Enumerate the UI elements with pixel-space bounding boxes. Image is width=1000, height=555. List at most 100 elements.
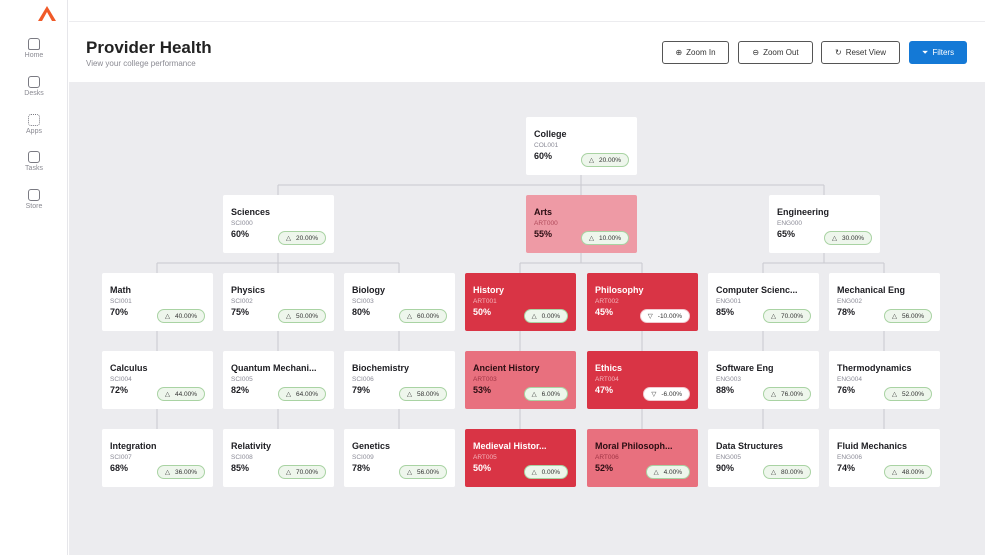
desk-icon	[28, 76, 40, 88]
node-code: ART006	[595, 454, 619, 461]
change-badge: △ 48.00%	[883, 465, 932, 479]
org-node-card[interactable]: Quantum Mechani... SCI005 82% △ 64.00%	[223, 351, 334, 409]
triangle-up-icon: △	[406, 469, 412, 476]
change-value: -10.00%	[657, 312, 682, 320]
node-name: Biology	[352, 285, 385, 295]
node-percent: 78%	[352, 463, 371, 473]
change-badge: △ 4.00%	[645, 465, 690, 479]
change-badge: △ 64.00%	[277, 387, 326, 401]
node-name: Medieval Histor...	[473, 441, 547, 451]
sidebar-item-label: Apps	[26, 128, 42, 135]
tasks-icon	[28, 151, 40, 163]
org-node-card[interactable]: Math SCI001 70% △ 40.00%	[102, 273, 213, 331]
node-percent: 47%	[595, 385, 614, 395]
triangle-up-icon: △	[285, 469, 291, 476]
node-code: ART002	[595, 298, 619, 305]
zoom-in-button[interactable]: ⊕ Zoom In	[662, 41, 729, 64]
org-node-card[interactable]: Computer Scienc... ENG001 85% △ 70.00%	[708, 273, 819, 331]
node-name: Engineering	[777, 207, 830, 217]
change-badge: △ 58.00%	[398, 387, 447, 401]
node-name: Ethics	[595, 363, 623, 373]
page-title: Provider Health	[86, 38, 212, 57]
node-percent: 80%	[352, 307, 371, 317]
org-node-card[interactable]: Ethics ART004 47% ▽ -6.00%	[587, 351, 698, 409]
node-code: ENG001	[716, 298, 741, 305]
node-percent: 68%	[110, 463, 129, 473]
node-code: ART001	[473, 298, 497, 305]
sidebar-item-store[interactable]: Store	[0, 189, 68, 210]
node-name: Fluid Mechanics	[837, 441, 908, 451]
org-node-card[interactable]: Mechanical Eng ENG002 78% △ 56.00%	[829, 273, 940, 331]
node-code: SCI006	[352, 376, 374, 383]
triangle-up-icon: △	[653, 469, 659, 476]
node-name: Computer Scienc...	[716, 285, 798, 295]
org-node-card[interactable]: Philosophy ART002 45% ▽ -10.00%	[587, 273, 698, 331]
node-code: SCI004	[110, 376, 132, 383]
sidebar-item-label: Tasks	[25, 165, 43, 172]
org-node-card[interactable]: Arts ART000 55% △ 10.00%	[526, 195, 637, 253]
zoom-out-button[interactable]: ⊖ Zoom Out	[738, 41, 813, 64]
node-code: SCI007	[110, 454, 132, 461]
org-node-card[interactable]: Sciences SCI000 60% △ 20.00%	[223, 195, 334, 253]
org-node-card[interactable]: Thermodynamics ENG004 76% △ 52.00%	[829, 351, 940, 409]
triangle-up-icon: △	[285, 313, 291, 320]
org-node-card[interactable]: Biology SCI003 80% △ 60.00%	[344, 273, 455, 331]
org-node-card[interactable]: College COL001 60% △ 20.00%	[526, 117, 637, 175]
org-node-card[interactable]: Integration SCI007 68% △ 36.00%	[102, 429, 213, 487]
triangle-up-icon: △	[285, 235, 291, 242]
sidebar-item-apps[interactable]: Apps	[0, 114, 68, 135]
org-node-card[interactable]: Calculus SCI004 72% △ 44.00%	[102, 351, 213, 409]
change-badge: △ 40.00%	[156, 309, 205, 323]
org-node-card[interactable]: Genetics SCI009 78% △ 56.00%	[344, 429, 455, 487]
org-node-card[interactable]: Moral Philosoph... ART006 52% △ 4.00%	[587, 429, 698, 487]
change-value: 0.00%	[541, 468, 560, 476]
change-badge: △ 36.00%	[156, 465, 205, 479]
node-percent: 85%	[716, 307, 735, 317]
reset-view-button[interactable]: ↻ Reset View	[821, 41, 900, 64]
node-code: SCI005	[231, 376, 253, 383]
zoom-out-label: Zoom Out	[763, 48, 799, 57]
node-name: Physics	[231, 285, 266, 295]
org-node-card[interactable]: Physics SCI002 75% △ 50.00%	[223, 273, 334, 331]
page-subtitle: View your college performance	[86, 59, 196, 68]
org-node-card[interactable]: Biochemistry SCI006 79% △ 58.00%	[344, 351, 455, 409]
filters-button[interactable]: ⏷ Filters	[909, 41, 967, 64]
node-code: ART000	[534, 220, 558, 227]
node-name: Philosophy	[595, 285, 644, 295]
change-badge: △ 20.00%	[277, 231, 326, 245]
triangle-up-icon: △	[406, 391, 412, 398]
change-value: 60.00%	[416, 312, 439, 320]
sidebar: Home Desks Apps Tasks Store	[0, 0, 68, 555]
org-node-card[interactable]: Ancient History ART003 53% △ 6.00%	[465, 351, 576, 409]
org-node-card[interactable]: Relativity SCI008 85% △ 70.00%	[223, 429, 334, 487]
change-badge: △ 10.00%	[580, 231, 629, 245]
node-percent: 60%	[534, 151, 553, 161]
node-name: Ancient History	[473, 363, 540, 373]
node-code: SCI001	[110, 298, 132, 305]
sidebar-item-home[interactable]: Home	[0, 38, 68, 59]
node-percent: 50%	[473, 463, 492, 473]
sidebar-item-tasks[interactable]: Tasks	[0, 151, 68, 172]
triangle-up-icon: △	[831, 235, 837, 242]
change-badge: △ 56.00%	[883, 309, 932, 323]
home-icon	[28, 38, 40, 50]
org-node-card[interactable]: Engineering ENG000 65% △ 30.00%	[769, 195, 880, 253]
sidebar-item-desks[interactable]: Desks	[0, 76, 68, 97]
triangle-up-icon: △	[531, 391, 537, 398]
node-percent: 65%	[777, 229, 796, 239]
org-node-card[interactable]: Software Eng ENG003 88% △ 76.00%	[708, 351, 819, 409]
change-badge: △ 76.00%	[762, 387, 811, 401]
org-node-card[interactable]: Data Structures ENG005 90% △ 80.00%	[708, 429, 819, 487]
triangle-up-icon: △	[891, 469, 897, 476]
change-value: 4.00%	[663, 468, 682, 476]
org-node-card[interactable]: Medieval Histor... ART005 50% △ 0.00%	[465, 429, 576, 487]
triangle-up-icon: △	[588, 235, 594, 242]
reset-icon: ↻	[834, 48, 842, 57]
org-node-card[interactable]: Fluid Mechanics ENG006 74% △ 48.00%	[829, 429, 940, 487]
org-node-card[interactable]: History ART001 50% △ 0.00%	[465, 273, 576, 331]
filters-label: Filters	[932, 48, 955, 57]
change-value: 20.00%	[598, 156, 621, 164]
logo-icon[interactable]	[36, 4, 58, 22]
zoom-in-icon: ⊕	[675, 48, 683, 57]
node-name: Genetics	[352, 441, 391, 451]
